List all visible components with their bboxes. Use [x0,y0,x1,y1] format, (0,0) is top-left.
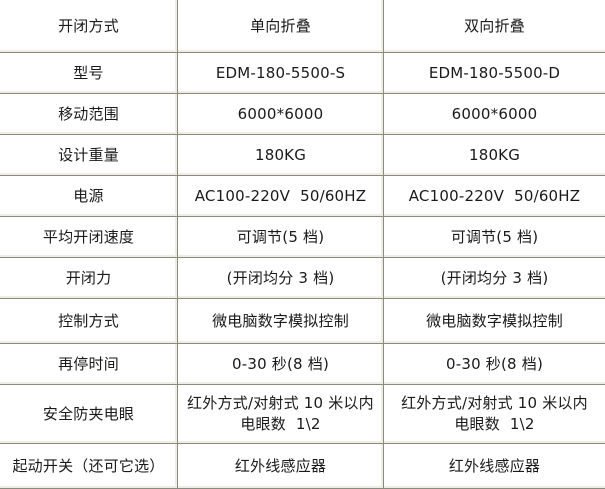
cell-double-travel-range: 6000*6000 [384,94,605,135]
table-row: 开闭力 (开闭均分 3 档) (开闭均分 3 档) [0,258,605,299]
cell-double-average-speed: 可调节(5 档) [384,217,605,258]
cell-single-safety-sensor: 红外方式/对射式 10 米以内 电眼数 1\2 [178,385,384,444]
cell-double-design-weight: 180KG [384,135,605,176]
row-label-average-speed: 平均开闭速度 [0,217,178,258]
table-row: 再停时间 0-30 秒(8 档) 0-30 秒(8 档) [0,344,605,385]
table-row: 型号 EDM-180-5500-S EDM-180-5500-D [0,53,605,94]
cell-single-design-weight: 180KG [178,135,384,176]
column-header-double-fold: 双向折叠 [384,0,605,53]
cell-single-control-mode: 微电脑数字模拟控制 [178,299,384,344]
table-row: 控制方式 微电脑数字模拟控制 微电脑数字模拟控制 [0,299,605,344]
row-label-power-supply: 电源 [0,176,178,217]
table-row: 设计重量 180KG 180KG [0,135,605,176]
table-row: 平均开闭速度 可调节(5 档) 可调节(5 档) [0,217,605,258]
cell-double-safety-sensor-line2: 电眼数 1\2 [454,415,535,433]
cell-single-model: EDM-180-5500-S [178,53,384,94]
row-label-activation-switch: 起动开关（还可它选） [0,444,178,489]
row-label-travel-range: 移动范围 [0,94,178,135]
column-header-single-fold: 单向折叠 [178,0,384,53]
cell-single-activation-switch: 红外线感应器 [178,444,384,489]
cell-double-open-close-force: (开闭均分 3 档) [384,258,605,299]
table-row: 移动范围 6000*6000 6000*6000 [0,94,605,135]
cell-double-control-mode: 微电脑数字模拟控制 [384,299,605,344]
row-label-hold-open-time: 再停时间 [0,344,178,385]
cell-double-safety-sensor-line1: 红外方式/对射式 10 米以内 [401,394,588,413]
cell-single-average-speed: 可调节(5 档) [178,217,384,258]
table-row: 起动开关（还可它选） 红外线感应器 红外线感应器 [0,444,605,489]
cell-single-safety-sensor-line1: 红外方式/对射式 10 米以内 [187,394,374,413]
cell-double-hold-open-time: 0-30 秒(8 档) [384,344,605,385]
row-label-design-weight: 设计重量 [0,135,178,176]
cell-double-activation-switch: 红外线感应器 [384,444,605,489]
table-row: 电源 AC100-220V 50/60HZ AC100-220V 50/60HZ [0,176,605,217]
table-row: 安全防夹电眼 红外方式/对射式 10 米以内 电眼数 1\2 红外方式/对射式 … [0,385,605,444]
cell-single-travel-range: 6000*6000 [178,94,384,135]
cell-single-power-supply: AC100-220V 50/60HZ [178,176,384,217]
row-label-control-mode: 控制方式 [0,299,178,344]
cell-double-model: EDM-180-5500-D [384,53,605,94]
row-label-model: 型号 [0,53,178,94]
cell-single-safety-sensor-line2: 电眼数 1\2 [240,415,321,433]
row-label-safety-sensor: 安全防夹电眼 [0,385,178,444]
cell-double-power-supply: AC100-220V 50/60HZ [384,176,605,217]
row-label-open-close-force: 开闭力 [0,258,178,299]
cell-single-hold-open-time: 0-30 秒(8 档) [178,344,384,385]
cell-single-open-close-force: (开闭均分 3 档) [178,258,384,299]
cell-double-safety-sensor: 红外方式/对射式 10 米以内 电眼数 1\2 [384,385,605,444]
column-header-method: 开闭方式 [0,0,178,53]
table-header-row: 开闭方式 单向折叠 双向折叠 [0,0,605,53]
